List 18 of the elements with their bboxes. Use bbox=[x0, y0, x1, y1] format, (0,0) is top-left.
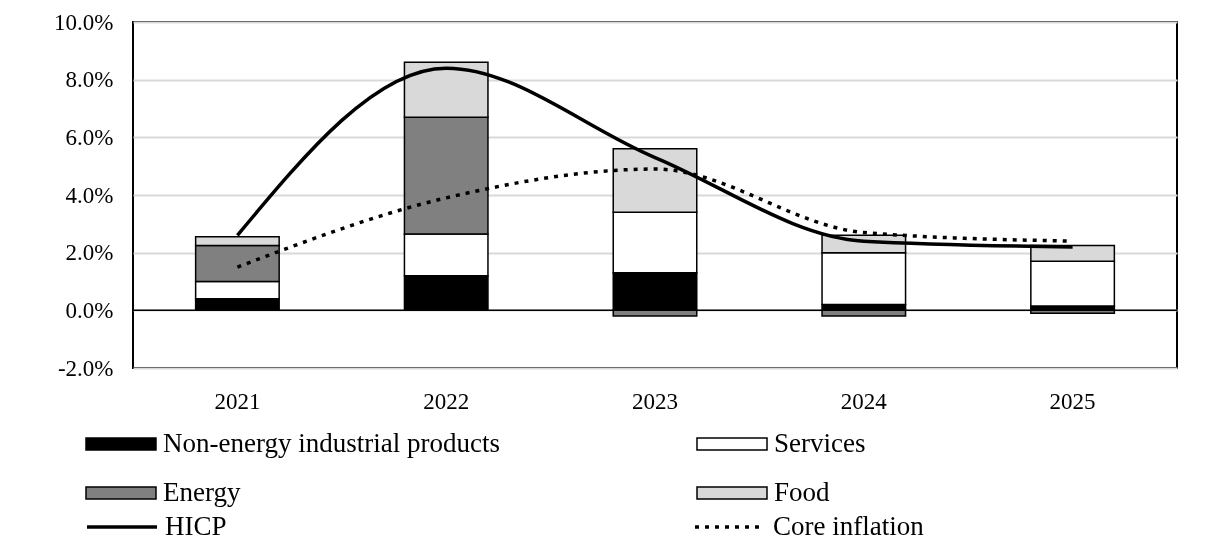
x-tick-label: 2021 bbox=[214, 388, 261, 414]
x-tick-label: 2024 bbox=[840, 388, 888, 414]
y-tick-label: 4.0% bbox=[65, 182, 114, 208]
legend-label: HICP bbox=[165, 511, 227, 541]
x-tick-label: 2023 bbox=[632, 388, 678, 414]
legend-label: Non-energy industrial products bbox=[163, 428, 500, 458]
x-tick-label: 2025 bbox=[1049, 388, 1096, 414]
y-tick-label: 0.0% bbox=[65, 297, 114, 323]
x-tick-label: 2022 bbox=[423, 388, 470, 414]
legend-label: Core inflation bbox=[773, 511, 925, 541]
legend-label: Services bbox=[774, 428, 866, 458]
y-tick-label: 2.0% bbox=[65, 240, 114, 266]
legend-label: Energy bbox=[163, 477, 241, 507]
y-tick-label: 6.0% bbox=[65, 124, 114, 150]
y-tick-label: 10.0% bbox=[54, 9, 114, 35]
legend-label: Food bbox=[774, 477, 831, 507]
y-tick-label: 8.0% bbox=[65, 67, 114, 93]
y-tick-label: -2.0% bbox=[57, 355, 114, 381]
